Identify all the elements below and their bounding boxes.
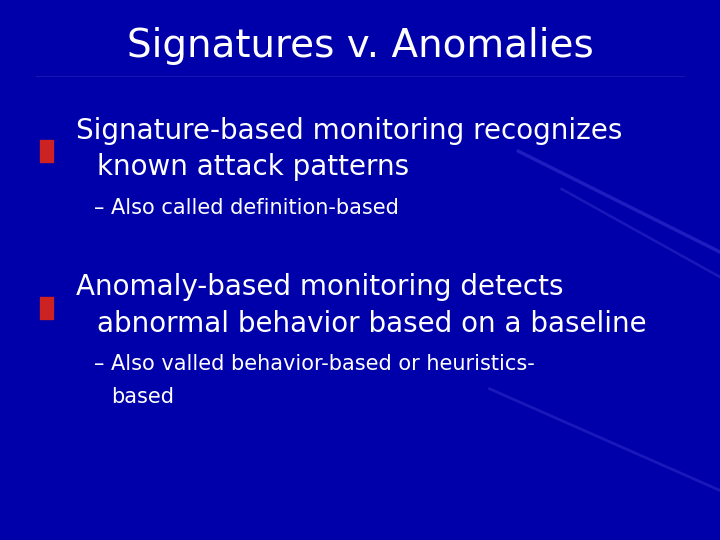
Text: – Also valled behavior-based or heuristics-: – Also valled behavior-based or heuristi… (94, 354, 534, 375)
Text: abnormal behavior based on a baseline: abnormal behavior based on a baseline (97, 310, 647, 338)
Text: Signatures v. Anomalies: Signatures v. Anomalies (127, 27, 593, 65)
FancyBboxPatch shape (40, 140, 53, 162)
Text: – Also called definition-based: – Also called definition-based (94, 198, 398, 218)
Text: Anomaly-based monitoring detects: Anomaly-based monitoring detects (76, 273, 563, 301)
Text: known attack patterns: known attack patterns (97, 153, 410, 181)
Text: Signature-based monitoring recognizes: Signature-based monitoring recognizes (76, 117, 622, 145)
FancyBboxPatch shape (40, 297, 53, 319)
Text: based: based (112, 387, 174, 407)
